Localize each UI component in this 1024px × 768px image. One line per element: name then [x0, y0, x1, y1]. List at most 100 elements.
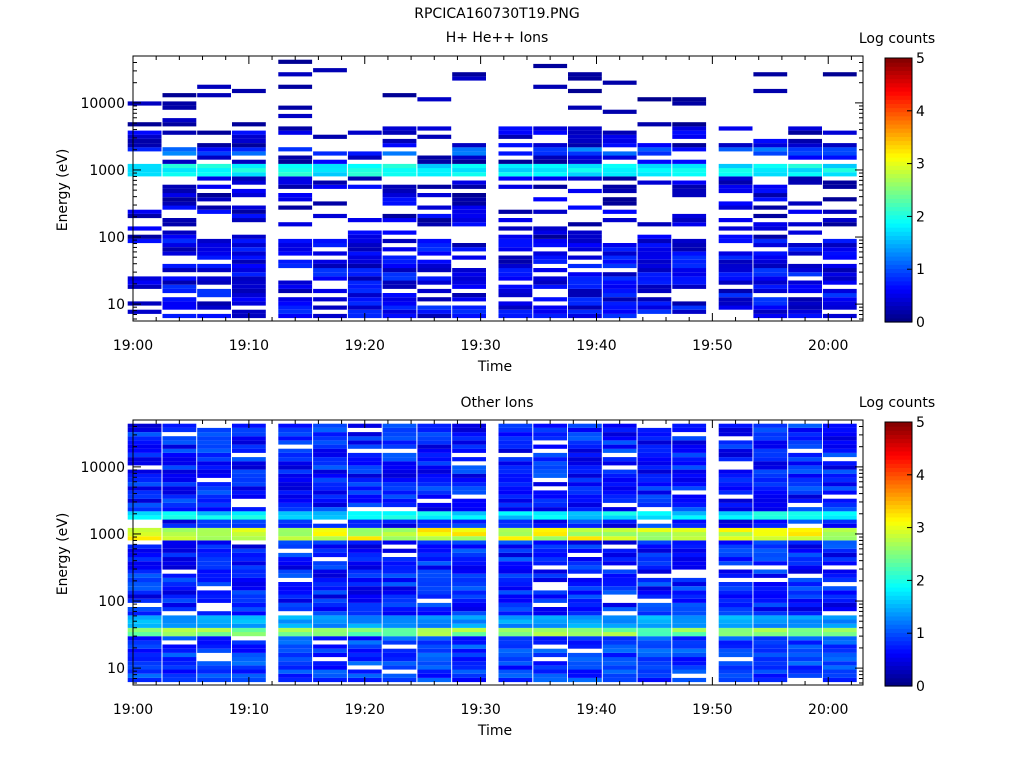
heat-cell [197, 427, 231, 433]
heat-cell [232, 561, 266, 566]
heat-cell [637, 498, 672, 503]
heat-cell [753, 251, 788, 256]
heat-cell [568, 473, 602, 478]
heat-cell [822, 184, 857, 189]
heat-cell [382, 313, 417, 319]
colorbar-segment [885, 268, 912, 274]
heat-cell [162, 661, 197, 666]
heat-cell [162, 268, 197, 273]
heat-cell [278, 486, 313, 491]
heat-cell [718, 515, 753, 520]
heat-cell [533, 473, 568, 478]
colorbar-segment [885, 284, 912, 290]
heat-cell [347, 648, 382, 653]
heat-cell [347, 436, 382, 441]
heat-cell [162, 598, 197, 603]
heat-cell [602, 607, 637, 612]
heat-cell [382, 469, 417, 474]
heat-cell [822, 640, 857, 645]
heat-cell [382, 440, 417, 445]
heat-cell [347, 243, 382, 248]
colorbar-segment [885, 144, 912, 150]
heat-cell [127, 469, 162, 474]
heat-cell [568, 130, 602, 135]
heat-cell [753, 72, 788, 77]
heat-cell [417, 544, 452, 549]
heat-cell [788, 138, 822, 144]
heat-cell [278, 126, 313, 131]
heat-cell [788, 661, 822, 666]
heat-cell [718, 569, 753, 574]
heat-cell [347, 284, 382, 289]
heat-cell [753, 243, 788, 248]
heat-cell [162, 644, 197, 649]
heat-cell [568, 126, 602, 131]
heat-cell [232, 151, 266, 156]
heat-cell [788, 155, 822, 160]
heat-cell [822, 130, 857, 135]
heat-cell [417, 247, 452, 252]
y-axis-label: Energy (eV) [55, 513, 71, 596]
heat-cell [197, 536, 231, 541]
heat-cell [602, 573, 637, 578]
heat-cell [452, 143, 486, 148]
heat-cell [347, 293, 382, 298]
heat-cell [278, 159, 313, 164]
heat-cell [637, 590, 672, 595]
heat-cell [417, 532, 452, 537]
heat-cell [672, 130, 707, 135]
heat-cell [788, 172, 822, 177]
heat-cell [417, 172, 452, 177]
heat-cell [347, 234, 382, 239]
heat-cell [602, 218, 637, 223]
heat-cell [602, 301, 637, 306]
heat-cell [232, 602, 266, 608]
heat-cell [347, 594, 382, 599]
heat-cell [568, 305, 602, 310]
heat-cell [602, 523, 637, 528]
heat-cell [197, 640, 231, 645]
heat-cell [602, 477, 637, 483]
heat-cell [753, 188, 788, 194]
heat-cell [637, 272, 672, 277]
heat-cell [753, 469, 788, 474]
heat-cell [498, 673, 533, 678]
heat-cell [347, 548, 382, 553]
heat-cell [313, 644, 347, 649]
colorbar-tick-label: 4 [916, 468, 925, 484]
heat-cell [788, 594, 822, 599]
heat-cell [602, 209, 637, 214]
heat-cell [232, 494, 266, 499]
heat-cell [382, 432, 417, 437]
heat-cell [753, 448, 788, 453]
heat-cell [452, 197, 486, 202]
heat-cell [382, 519, 417, 524]
heat-cell [197, 561, 231, 566]
heat-cell [127, 607, 162, 612]
heat-cell [498, 594, 533, 599]
heat-cell [278, 598, 313, 603]
heat-cell [718, 582, 753, 587]
heat-cell [162, 436, 197, 441]
heat-cell [162, 163, 197, 169]
heat-cell [602, 305, 637, 310]
heat-cell [347, 627, 382, 633]
heat-cell [822, 247, 857, 252]
heat-cell [417, 627, 452, 633]
heat-cell [278, 205, 313, 210]
figure-title: RPCICA160730T19.PNG [414, 6, 579, 22]
heat-cell [718, 251, 753, 256]
heat-cell [788, 615, 822, 620]
heat-cell [822, 180, 857, 185]
heat-cell [533, 126, 568, 131]
heat-cell [602, 627, 637, 633]
heat-cell [568, 88, 602, 94]
heat-cell [232, 619, 266, 624]
heat-cell [162, 444, 197, 449]
heat-cell [347, 615, 382, 620]
heat-cell [533, 498, 568, 503]
heat-cell [788, 636, 822, 641]
heat-cell [568, 230, 602, 235]
heat-cell [788, 490, 822, 495]
